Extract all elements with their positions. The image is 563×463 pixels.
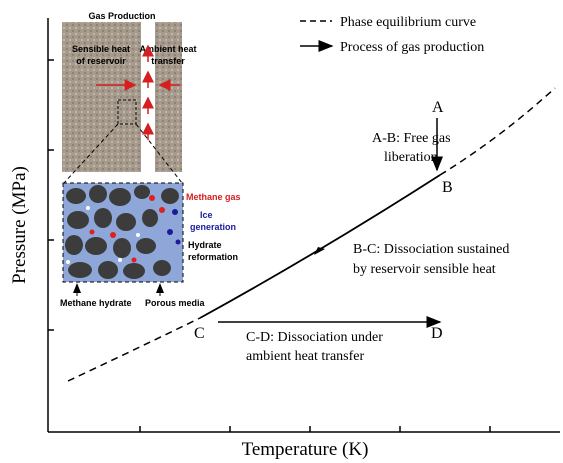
equilibrium-curve xyxy=(67,317,201,382)
point-labels: A B C D xyxy=(194,99,453,342)
annotation: C-D: Dissociation under xyxy=(246,330,383,345)
inset-title: Gas Production xyxy=(88,11,155,21)
grains xyxy=(65,185,179,279)
annotation: B-C: Dissociation sustained xyxy=(353,242,509,257)
heat-arrows xyxy=(96,44,180,140)
inset-label: transfer xyxy=(151,56,185,66)
annotation: A-B: Free gas xyxy=(372,131,451,146)
bubbles xyxy=(66,195,181,264)
legend-label: Process of gas production xyxy=(340,40,484,55)
annotation: ambient heat transfer xyxy=(246,349,365,364)
inset-label: Methane hydrate xyxy=(60,298,132,308)
axes xyxy=(47,18,560,433)
point-label: B xyxy=(442,179,453,196)
inset-label: Ice xyxy=(200,210,213,220)
point-label: A xyxy=(432,99,444,116)
x-axis-label: Temperature (K) xyxy=(242,439,369,460)
inset-label: Porous media xyxy=(145,298,206,308)
inset-label: generation xyxy=(190,222,236,232)
legend-label: Phase equilibrium curve xyxy=(340,15,476,30)
reservoir xyxy=(62,22,182,172)
zoom-box xyxy=(117,99,137,125)
point-label: D xyxy=(431,325,443,342)
annotations: A-B: Free gas liberation B-C: Dissociati… xyxy=(246,131,509,364)
inset-label: Ambient heat xyxy=(139,44,196,54)
equilibrium-curve xyxy=(439,87,556,176)
y-axis-label: Pressure (MPa) xyxy=(9,166,30,284)
annotation: by reservoir sensible heat xyxy=(353,262,496,277)
zoom-line xyxy=(135,123,183,184)
zoom-line xyxy=(63,123,119,184)
annotation: liberation xyxy=(384,150,438,165)
inset-label: Sensible heat xyxy=(72,44,130,54)
inset-label: Methane gas xyxy=(186,192,241,202)
point-label: C xyxy=(194,325,205,342)
inset-label: Hydrate xyxy=(188,240,222,250)
inset-label: reformation xyxy=(188,252,238,262)
arrow xyxy=(314,247,325,255)
inset-label: of reservoir xyxy=(76,56,126,66)
